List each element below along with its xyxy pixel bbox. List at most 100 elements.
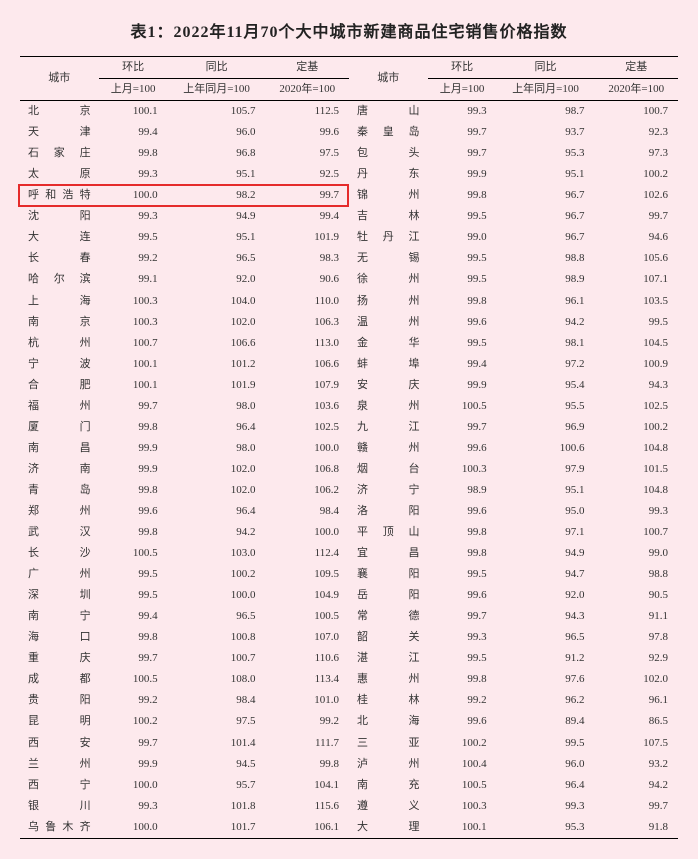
subheader-huanbi-right: 上月=100: [428, 79, 497, 101]
city-cell: 南 宁: [20, 606, 99, 627]
tongbi-cell: 96.2: [497, 690, 595, 711]
dingji-cell: 100.7: [594, 101, 678, 123]
header-city-left: 城市: [20, 57, 99, 101]
dingji-cell: 92.9: [594, 648, 678, 669]
huanbi-cell: 99.8: [99, 522, 168, 543]
dingji-cell: 102.0: [594, 669, 678, 690]
dingji-cell: 91.1: [594, 606, 678, 627]
huanbi-cell: 99.8: [428, 543, 497, 564]
dingji-cell: 97.8: [594, 627, 678, 648]
city-cell: 南 京: [20, 312, 99, 333]
huanbi-cell: 100.5: [99, 669, 168, 690]
dingji-cell: 100.0: [266, 522, 349, 543]
tongbi-cell: 105.7: [168, 101, 266, 123]
dingji-cell: 113.4: [266, 669, 349, 690]
tongbi-cell: 96.4: [168, 417, 266, 438]
huanbi-cell: 99.6: [428, 585, 497, 606]
huanbi-cell: 99.7: [99, 733, 168, 754]
huanbi-cell: 99.2: [99, 690, 168, 711]
huanbi-cell: 99.9: [99, 438, 168, 459]
huanbi-cell: 99.5: [428, 269, 497, 290]
huanbi-cell: 99.6: [428, 312, 497, 333]
tongbi-cell: 98.1: [497, 333, 595, 354]
table-title: 表1：2022年11月70个大中城市新建商品住宅销售价格指数: [20, 18, 678, 42]
city-cell: 襄 阳: [349, 564, 428, 585]
city-cell: 北 京: [20, 101, 99, 123]
table-row: 宁 波100.1101.2106.6蚌 埠99.497.2100.9: [20, 354, 678, 375]
price-index-table: 城市 环比 同比 定基 城市 环比 同比 定基 上月=100 上年同月=100 …: [20, 56, 678, 839]
huanbi-cell: 99.6: [428, 438, 497, 459]
table-row: 杭 州100.7106.6113.0金 华99.598.1104.5: [20, 333, 678, 354]
huanbi-cell: 99.3: [99, 796, 168, 817]
tongbi-cell: 95.3: [497, 143, 595, 164]
table-row: 呼和浩特100.098.299.7锦 州99.896.7102.6: [20, 185, 678, 206]
city-cell: 广 州: [20, 564, 99, 585]
huanbi-cell: 99.4: [99, 606, 168, 627]
huanbi-cell: 100.4: [428, 754, 497, 775]
city-cell: 韶 关: [349, 627, 428, 648]
huanbi-cell: 100.3: [99, 312, 168, 333]
table-row: 西 安99.7101.4111.7三 亚100.299.5107.5: [20, 733, 678, 754]
huanbi-cell: 100.1: [428, 817, 497, 839]
table-row: 海 口99.8100.8107.0韶 关99.396.597.8: [20, 627, 678, 648]
dingji-cell: 104.8: [594, 480, 678, 501]
city-cell: 安 庆: [349, 375, 428, 396]
dingji-cell: 100.7: [594, 522, 678, 543]
huanbi-cell: 100.7: [99, 333, 168, 354]
dingji-cell: 106.3: [266, 312, 349, 333]
tongbi-cell: 96.5: [168, 606, 266, 627]
tongbi-cell: 102.0: [168, 459, 266, 480]
huanbi-cell: 99.8: [428, 669, 497, 690]
huanbi-cell: 99.5: [428, 206, 497, 227]
city-cell: 宜 昌: [349, 543, 428, 564]
table-row: 深 圳99.5100.0104.9岳 阳99.692.090.5: [20, 585, 678, 606]
table-row: 长 春99.296.598.3无 锡99.598.8105.6: [20, 248, 678, 269]
city-cell: 泉 州: [349, 396, 428, 417]
dingji-cell: 100.2: [594, 417, 678, 438]
tongbi-cell: 95.0: [497, 501, 595, 522]
tongbi-cell: 96.9: [497, 417, 595, 438]
city-cell: 西 安: [20, 733, 99, 754]
dingji-cell: 99.5: [594, 312, 678, 333]
tongbi-cell: 97.2: [497, 354, 595, 375]
tongbi-cell: 95.1: [168, 227, 266, 248]
dingji-cell: 94.6: [594, 227, 678, 248]
dingji-cell: 99.2: [266, 711, 349, 732]
table-row: 济 南99.9102.0106.8烟 台100.397.9101.5: [20, 459, 678, 480]
dingji-cell: 99.7: [594, 796, 678, 817]
tongbi-cell: 94.9: [497, 543, 595, 564]
huanbi-cell: 99.0: [428, 227, 497, 248]
city-cell: 扬 州: [349, 291, 428, 312]
table-row: 青 岛99.8102.0106.2济 宁98.995.1104.8: [20, 480, 678, 501]
huanbi-cell: 99.8: [428, 522, 497, 543]
dingji-cell: 99.3: [594, 501, 678, 522]
table-row: 大 连99.595.1101.9牡 丹 江99.096.794.6: [20, 227, 678, 248]
city-cell: 桂 林: [349, 690, 428, 711]
city-cell: 海 口: [20, 627, 99, 648]
table-row: 南 昌99.998.0100.0赣 州99.6100.6104.8: [20, 438, 678, 459]
tongbi-cell: 98.0: [168, 438, 266, 459]
city-cell: 武 汉: [20, 522, 99, 543]
dingji-cell: 104.8: [594, 438, 678, 459]
tongbi-cell: 96.1: [497, 291, 595, 312]
huanbi-cell: 99.2: [428, 690, 497, 711]
city-cell: 无 锡: [349, 248, 428, 269]
dingji-cell: 101.5: [594, 459, 678, 480]
tongbi-cell: 97.1: [497, 522, 595, 543]
city-cell: 沈 阳: [20, 206, 99, 227]
city-cell: 杭 州: [20, 333, 99, 354]
dingji-cell: 91.8: [594, 817, 678, 839]
tongbi-cell: 96.7: [497, 206, 595, 227]
tongbi-cell: 96.0: [168, 122, 266, 143]
tongbi-cell: 94.3: [497, 606, 595, 627]
page-container: 表1：2022年11月70个大中城市新建商品住宅销售价格指数 城市 环比 同比 …: [0, 0, 698, 859]
huanbi-cell: 99.9: [99, 459, 168, 480]
city-cell: 乌鲁木齐: [20, 817, 99, 839]
huanbi-cell: 100.3: [428, 796, 497, 817]
tongbi-cell: 95.4: [497, 375, 595, 396]
city-cell: 呼和浩特: [20, 185, 99, 206]
table-row: 南 京100.3102.0106.3温 州99.694.299.5: [20, 312, 678, 333]
huanbi-cell: 99.5: [428, 333, 497, 354]
tongbi-cell: 96.4: [497, 775, 595, 796]
dingji-cell: 99.0: [594, 543, 678, 564]
